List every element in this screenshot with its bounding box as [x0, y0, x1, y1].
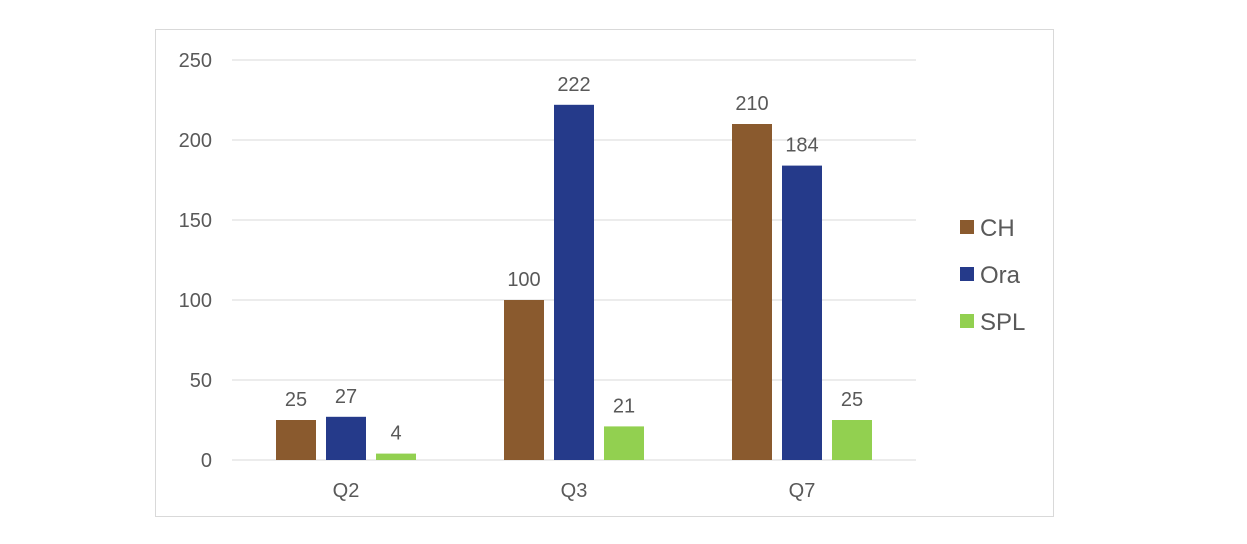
- bar-ora: [782, 165, 822, 460]
- data-label: 184: [785, 135, 818, 157]
- x-tick-label: Q2: [333, 480, 360, 502]
- legend-swatch-spl: [960, 314, 974, 328]
- chart-frame: [155, 29, 1054, 517]
- y-tick-label: 50: [190, 370, 212, 392]
- bar-ch: [276, 420, 316, 460]
- bar-ch: [732, 124, 772, 460]
- data-label: 25: [285, 389, 307, 411]
- data-label: 210: [735, 93, 768, 115]
- data-label: 25: [841, 389, 863, 411]
- data-label: 4: [390, 423, 401, 445]
- x-tick-label: Q3: [561, 480, 588, 502]
- legend-label-spl: SPL: [980, 309, 1025, 336]
- bar-ch: [504, 300, 544, 460]
- y-tick-label: 100: [179, 290, 212, 312]
- legend-label-ch: CH: [980, 215, 1015, 242]
- data-label: 222: [557, 74, 590, 96]
- data-label: 27: [335, 386, 357, 408]
- bar-spl: [604, 426, 644, 460]
- bar-ora: [554, 104, 594, 461]
- y-tick-label: 250: [179, 50, 212, 72]
- legend-swatch-ora: [960, 267, 974, 281]
- legend-swatch-ch: [960, 220, 974, 234]
- y-tick-label: 200: [179, 130, 212, 152]
- y-tick-label: 150: [179, 210, 212, 232]
- data-label: 100: [507, 269, 540, 291]
- bar-ora: [326, 416, 366, 460]
- legend-label-ora: Ora: [980, 262, 1021, 289]
- x-tick-label: Q7: [789, 480, 816, 502]
- y-tick-label: 0: [201, 450, 212, 472]
- bar-spl: [832, 420, 872, 460]
- bar-spl: [376, 453, 416, 460]
- data-label: 21: [613, 395, 635, 417]
